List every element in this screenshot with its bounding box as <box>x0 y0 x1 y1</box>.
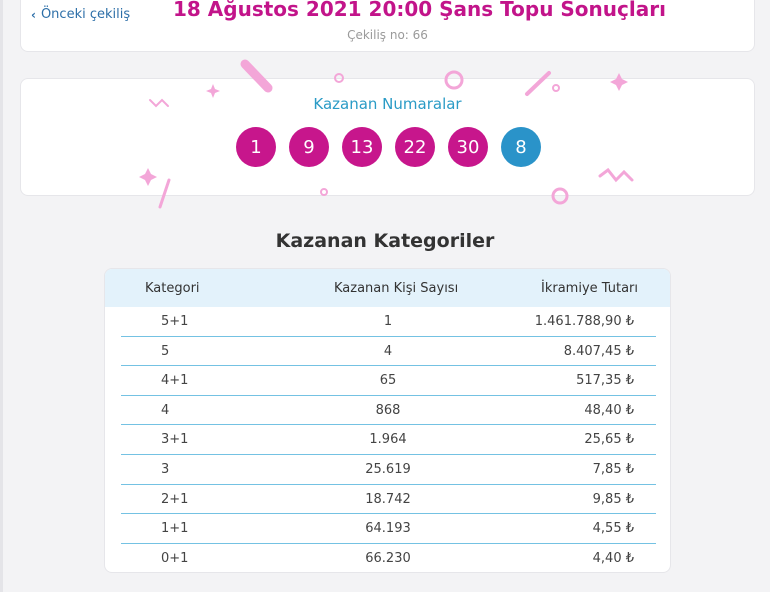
category-cell: 5 <box>161 343 170 359</box>
prize-cell: 4,40 ₺ <box>592 550 634 566</box>
table-body: 5+1 1 1.461.788,90 ₺ 5 4 8.407,45 ₺ 4+1 … <box>121 307 656 572</box>
draw-number: Çekiliş no: 66 <box>347 28 428 42</box>
table-row: 2+1 18.742 9,85 ₺ <box>121 485 656 515</box>
winner-count-cell: 64.193 <box>365 521 411 537</box>
table-row: 5+1 1 1.461.788,90 ₺ <box>121 307 656 337</box>
header-winner-count: Kazanan Kişi Sayısı <box>334 281 459 296</box>
categories-title: Kazanan Kategoriler <box>275 230 495 252</box>
table-row: 3 25.619 7,85 ₺ <box>121 455 656 485</box>
prize-cell: 1.461.788,90 ₺ <box>534 314 634 329</box>
winner-count-cell: 18.742 <box>365 491 411 507</box>
category-cell: 4 <box>161 402 170 418</box>
category-cell: 2+1 <box>161 491 189 507</box>
category-cell: 3+1 <box>161 432 189 448</box>
table-row: 0+1 66.230 4,40 ₺ <box>121 544 656 572</box>
number-ball: 22 <box>395 127 435 167</box>
prize-cell: 4,55 ₺ <box>592 521 634 537</box>
category-cell: 5+1 <box>161 314 189 329</box>
previous-draw-link[interactable]: ‹ Önceki çekiliş <box>31 7 130 22</box>
categories-table: Kategori Kazanan Kişi Sayısı İkramiye Tu… <box>104 268 671 573</box>
number-balls: 1 9 13 22 30 8 <box>236 127 541 167</box>
header-category: Kategori <box>145 281 200 296</box>
prize-cell: 8.407,45 ₺ <box>563 343 634 359</box>
winner-count-cell: 66.230 <box>365 550 411 566</box>
previous-draw-label: Önceki çekiliş <box>40 7 131 22</box>
winning-numbers-title: Kazanan Numaralar <box>313 95 462 113</box>
winner-count-cell: 25.619 <box>365 461 411 477</box>
page-edge <box>0 0 3 592</box>
number-ball: 9 <box>289 127 329 167</box>
prize-cell: 9,85 ₺ <box>592 491 634 507</box>
number-ball: 30 <box>448 127 488 167</box>
table-row: 4+1 65 517,35 ₺ <box>121 366 656 396</box>
draw-header: ‹ Önceki çekiliş 18 Ağustos 2021 20:00 Ş… <box>20 0 755 52</box>
table-row: 5 4 8.407,45 ₺ <box>121 337 656 367</box>
table-header: Kategori Kazanan Kişi Sayısı İkramiye Tu… <box>105 269 670 307</box>
winning-numbers-card: Kazanan Numaralar 1 9 13 22 30 8 <box>20 78 755 196</box>
category-cell: 1+1 <box>161 521 189 537</box>
winner-count-cell: 4 <box>383 343 393 359</box>
number-ball: 1 <box>236 127 276 167</box>
table-row: 3+1 1.964 25,65 ₺ <box>121 425 656 455</box>
bonus-ball: 8 <box>501 127 541 167</box>
prize-cell: 517,35 ₺ <box>576 373 634 389</box>
prize-cell: 7,85 ₺ <box>592 461 634 477</box>
table-row: 1+1 64.193 4,55 ₺ <box>121 514 656 544</box>
category-cell: 3 <box>161 461 170 477</box>
page-title: 18 Ağustos 2021 20:00 Şans Topu Sonuçlar… <box>173 0 666 21</box>
winner-count-cell: 1 <box>383 314 393 329</box>
winner-count-cell: 868 <box>375 402 401 418</box>
number-ball: 13 <box>342 127 382 167</box>
winner-count-cell: 65 <box>379 373 397 389</box>
prize-cell: 48,40 ₺ <box>584 402 634 418</box>
table-row: 4 868 48,40 ₺ <box>121 396 656 426</box>
winner-count-cell: 1.964 <box>369 432 407 448</box>
prize-cell: 25,65 ₺ <box>584 432 634 448</box>
chevron-left-icon: ‹ <box>31 7 36 22</box>
header-prize-amount: İkramiye Tutarı <box>541 281 638 296</box>
category-cell: 0+1 <box>161 550 189 566</box>
category-cell: 4+1 <box>161 373 189 389</box>
